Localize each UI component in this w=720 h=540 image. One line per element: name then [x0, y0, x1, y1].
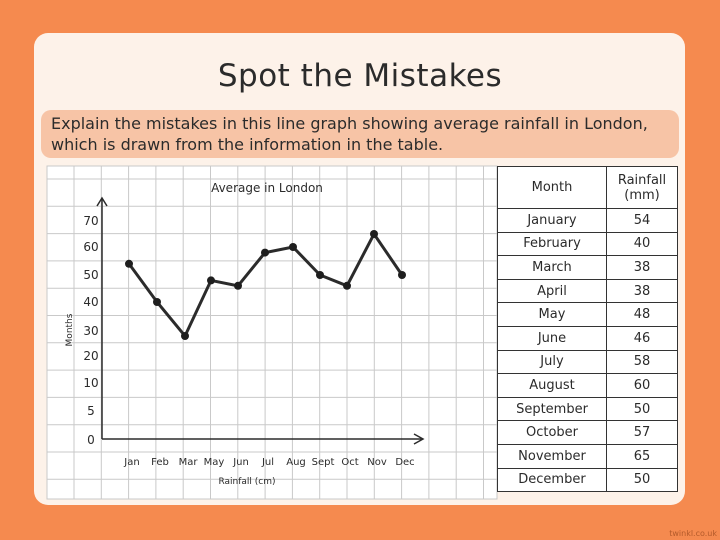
data-point-jul — [261, 248, 269, 257]
table-cell-rainfall: 50 — [606, 396, 678, 422]
y-axis-arrow — [96, 196, 108, 207]
data-point-feb — [153, 298, 161, 306]
chart-paper — [47, 166, 497, 499]
y-tick-label: 20 — [83, 349, 98, 363]
table-row: October 57 — [497, 420, 678, 445]
x-tick-label: Jul — [261, 457, 274, 468]
data-point-oct — [343, 281, 351, 290]
y-tick-label: 10 — [83, 376, 98, 390]
table-row: August 60 — [497, 373, 678, 398]
table-cell-rainfall: 38 — [606, 278, 678, 304]
table-row: September 50 — [497, 396, 678, 422]
table-cell-month: February — [497, 231, 607, 257]
table-header-rainfall: Rainfall (mm) — [606, 166, 678, 209]
table-cell-rainfall: 38 — [606, 255, 678, 280]
table-cell-month: October — [497, 420, 607, 445]
data-point-nov — [370, 230, 378, 238]
rainfall-series-points — [125, 230, 406, 340]
table-row: December 50 — [497, 467, 678, 493]
data-point-mar — [181, 332, 189, 340]
table-cell-rainfall: 60 — [606, 373, 678, 398]
table-row: November 65 — [497, 443, 678, 469]
table-row: July 58 — [497, 349, 678, 375]
y-tick-label: 30 — [83, 324, 98, 338]
y-tick-label: 5 — [87, 404, 95, 418]
rainfall-table: Month Rainfall (mm) January 54 February 40… — [497, 166, 678, 493]
x-tick-label: Nov — [367, 457, 387, 468]
y-tick-label: 60 — [83, 240, 98, 254]
table-row: June 46 — [497, 325, 678, 351]
y-axis-label: Months — [65, 313, 75, 346]
x-axis-label: Rainfall (cm) — [218, 477, 275, 487]
table-cell-rainfall: 54 — [606, 208, 678, 233]
data-point-jun — [234, 281, 242, 290]
table-cell-month: June — [497, 325, 607, 351]
table-header-month: Month — [497, 166, 607, 209]
chart-axes — [96, 196, 425, 445]
y-tick-label: 50 — [83, 268, 98, 282]
table-cell-month: May — [497, 302, 607, 327]
x-tick-label: Mar — [179, 457, 199, 468]
x-tick-labels: Jan Feb Mar May Jun Jul Aug Sept Oct Nov Dec — [123, 457, 414, 468]
chart-grid — [46, 165, 498, 500]
table-cell-month: March — [497, 255, 607, 280]
table-cell-month: November — [497, 443, 607, 469]
table-cell-rainfall: 46 — [606, 325, 678, 351]
table-row: January 54 — [497, 208, 678, 233]
table-header-row: Month Rainfall (mm) — [497, 166, 678, 209]
y-tick-label: 70 — [83, 214, 98, 228]
x-axis-arrow — [413, 433, 425, 445]
x-tick-label: May — [204, 457, 225, 468]
table-cell-rainfall: 50 — [606, 467, 678, 493]
instruction-line-1: Explain the mistakes in this line graph … — [51, 114, 648, 133]
x-tick-label: Jun — [232, 457, 249, 468]
table-cell-rainfall: 57 — [606, 420, 678, 445]
instruction-box: Explain the mistakes in this line graph … — [41, 110, 679, 158]
table-cell-month: July — [497, 349, 607, 375]
x-tick-label: Sept — [312, 457, 335, 468]
table-row: February 40 — [497, 231, 678, 257]
data-point-dec — [398, 271, 406, 279]
data-point-aug — [289, 243, 297, 251]
data-point-jan — [125, 259, 133, 268]
instruction-line-2: which is drawn from the information in t… — [51, 135, 444, 154]
table-cell-month: December — [497, 467, 607, 493]
table-row: May 48 — [497, 302, 678, 327]
table-cell-rainfall: 65 — [606, 443, 678, 469]
table-cell-rainfall: 58 — [606, 349, 678, 375]
x-tick-label: Dec — [395, 457, 414, 468]
table-cell-month: January — [497, 208, 607, 233]
data-point-may — [207, 276, 215, 285]
chart-title: Average in London — [211, 181, 323, 195]
table-cell-month: September — [497, 396, 607, 422]
table-cell-rainfall: 40 — [606, 231, 678, 257]
x-tick-label: Aug — [286, 457, 306, 468]
x-tick-label: Feb — [151, 457, 169, 468]
table-cell-month: April — [497, 278, 607, 304]
table-row: April 38 — [497, 278, 678, 304]
y-tick-label: 0 — [87, 433, 95, 447]
footer-credit: twinkl.co.uk — [669, 529, 717, 538]
page-title: Spot the Mistakes — [217, 58, 503, 94]
table-row: March 38 — [497, 255, 678, 280]
data-point-sept — [316, 271, 324, 279]
x-tick-label: Jan — [123, 457, 139, 468]
y-tick-label: 40 — [83, 295, 98, 309]
table-cell-rainfall: 48 — [606, 302, 678, 327]
table-cell-month: August — [497, 373, 607, 398]
x-tick-label: Oct — [341, 457, 358, 468]
